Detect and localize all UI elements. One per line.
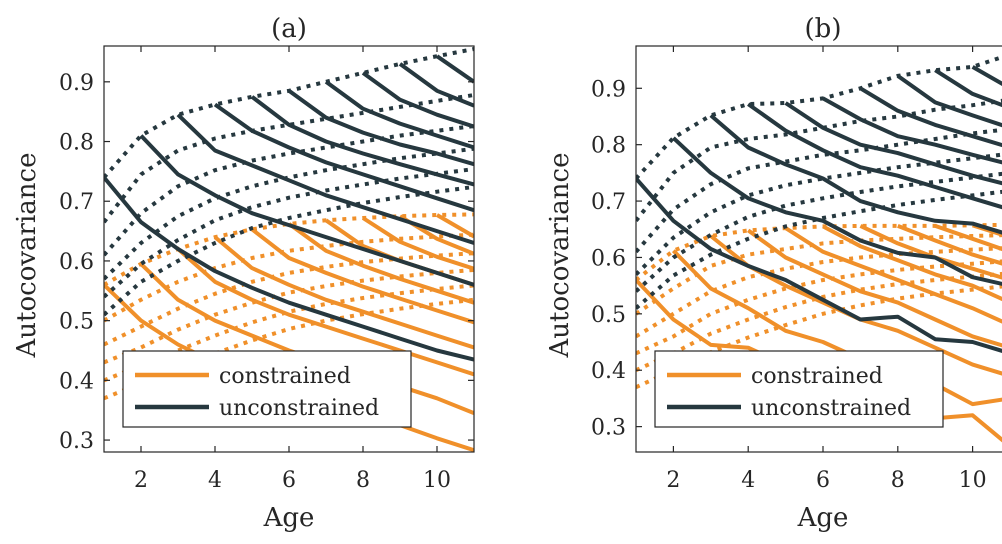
constrained-solid-line <box>250 227 474 325</box>
constrained-dotted-line <box>104 232 474 323</box>
legend: constrained unconstrained <box>654 350 944 428</box>
unconstrained-solid-line <box>971 65 1002 87</box>
x-axis-label: Age <box>263 503 315 533</box>
constrained-dotted-line <box>104 212 474 287</box>
y-axis-label: Autocovariance <box>12 153 42 359</box>
constrained-dotted-line <box>636 246 1002 339</box>
unconstrained-dotted-line <box>104 184 474 317</box>
constrained-dotted-line <box>636 259 1002 356</box>
ticks: 2 4 6 8 10 0.3 0.4 0.5 0.6 0.7 0.8 0.9 <box>59 46 474 493</box>
ticks: 2 4 6 8 10 0.3 0.4 0.5 0.6 0.7 0.8 0.9 <box>591 46 987 493</box>
y-tick-label: 0.6 <box>591 246 626 271</box>
x-axis-label: Age <box>797 503 849 533</box>
unconstrained-solid-line <box>287 89 474 167</box>
plot-lines <box>636 55 1002 443</box>
chart-panel-b: (b) Autocovariance Age 2 4 6 8 10 0.3 0.4 0.5 0.… <box>545 14 1002 533</box>
unconstrained-solid-line <box>361 71 474 129</box>
y-tick-label: 0.4 <box>59 369 94 394</box>
constrained-dotted-line <box>636 284 1002 390</box>
unconstrained-dotted-line <box>104 146 474 281</box>
x-tick-label: 6 <box>282 468 296 493</box>
y-tick-label: 0.8 <box>59 131 94 156</box>
y-tick-label: 0.5 <box>59 310 94 335</box>
constrained-solid-line <box>934 224 1002 252</box>
y-tick-label: 0.7 <box>59 190 94 215</box>
chart-panel-a: (a) Autocovariance Age 2 4 6 8 10 0.3 0.4 0.5 0.… <box>12 14 475 533</box>
chart-title: (b) <box>805 14 842 44</box>
unconstrained-solid-line <box>784 101 1002 186</box>
unconstrained-solid-line <box>709 113 1002 235</box>
y-tick-label: 0.9 <box>591 77 626 102</box>
x-tick-label: 8 <box>891 468 905 493</box>
constrained-solid-line <box>747 228 1002 348</box>
unconstrained-solid-line <box>398 62 474 108</box>
constrained-dotted-line <box>104 267 474 365</box>
x-tick-label: 2 <box>666 468 680 493</box>
x-tick-label: 4 <box>741 468 755 493</box>
constrained-solid-line <box>435 213 474 239</box>
y-tick-label: 0.9 <box>59 71 94 96</box>
x-tick-label: 10 <box>423 468 451 493</box>
unconstrained-solid-line <box>636 177 1002 353</box>
unconstrained-solid-line <box>324 80 474 150</box>
constrained-dotted-line <box>104 297 474 401</box>
unconstrained-solid-line <box>250 95 474 187</box>
x-tick-label: 6 <box>816 468 830 493</box>
legend-box <box>122 350 412 428</box>
constrained-solid-line <box>176 247 474 377</box>
unconstrained-solid-line <box>822 96 1002 165</box>
x-tick-label: 8 <box>356 468 370 493</box>
unconstrained-dotted-line <box>636 171 1002 293</box>
x-tick-label: 2 <box>134 468 148 493</box>
constrained-solid-line <box>213 235 474 350</box>
legend-box <box>654 350 944 428</box>
constrained-dotted-line <box>104 251 474 347</box>
unconstrained-solid-line <box>859 86 1002 148</box>
unconstrained-dotted-line <box>636 189 1002 310</box>
plot-frame <box>635 45 1002 453</box>
constrained-solid-line <box>784 226 1002 324</box>
plot-lines <box>104 47 474 452</box>
unconstrained-solid-line <box>896 74 1002 128</box>
constrained-solid-line <box>897 224 1002 266</box>
legend-label-constrained: constrained <box>751 364 883 389</box>
constrained-solid-line <box>822 224 1002 302</box>
y-tick-label: 0.5 <box>591 303 626 328</box>
y-axis-label: Autocovariance <box>545 153 575 359</box>
y-tick-label: 0.7 <box>591 190 626 215</box>
unconstrained-solid-line <box>672 136 1002 286</box>
x-tick-label: 10 <box>959 468 987 493</box>
unconstrained-dotted-line <box>104 124 474 257</box>
unconstrained-dotted-line <box>104 93 474 224</box>
legend-label-constrained: constrained <box>219 364 351 389</box>
legend-label-unconstrained: unconstrained <box>219 396 379 421</box>
unconstrained-solid-line <box>104 176 474 362</box>
unconstrained-dotted-line <box>104 167 474 299</box>
x-tick-label: 4 <box>208 468 222 493</box>
y-tick-label: 0.3 <box>591 416 626 441</box>
unconstrained-dotted-line <box>104 47 474 179</box>
constrained-solid-line <box>287 222 474 305</box>
unconstrained-solid-line <box>176 113 474 245</box>
constrained-dotted-line <box>636 233 1002 316</box>
legend: constrained unconstrained <box>122 350 412 428</box>
unconstrained-solid-line <box>139 134 474 287</box>
constrained-dotted-line <box>636 271 1002 373</box>
unconstrained-solid-line <box>934 68 1002 108</box>
constrained-solid-line <box>361 216 474 271</box>
unconstrained-solid-line <box>747 102 1002 210</box>
constrained-dotted-line <box>104 283 474 383</box>
plot-frame <box>103 45 475 453</box>
unconstrained-dotted-line <box>636 152 1002 276</box>
legend-label-unconstrained: unconstrained <box>751 396 911 421</box>
y-tick-label: 0.8 <box>591 134 626 159</box>
y-tick-label: 0.3 <box>59 429 94 454</box>
y-tick-label: 0.4 <box>591 359 626 384</box>
y-tick-label: 0.6 <box>59 250 94 275</box>
unconstrained-solid-line <box>435 54 474 84</box>
unconstrained-solid-line <box>213 102 474 213</box>
chart-title: (a) <box>271 14 307 44</box>
